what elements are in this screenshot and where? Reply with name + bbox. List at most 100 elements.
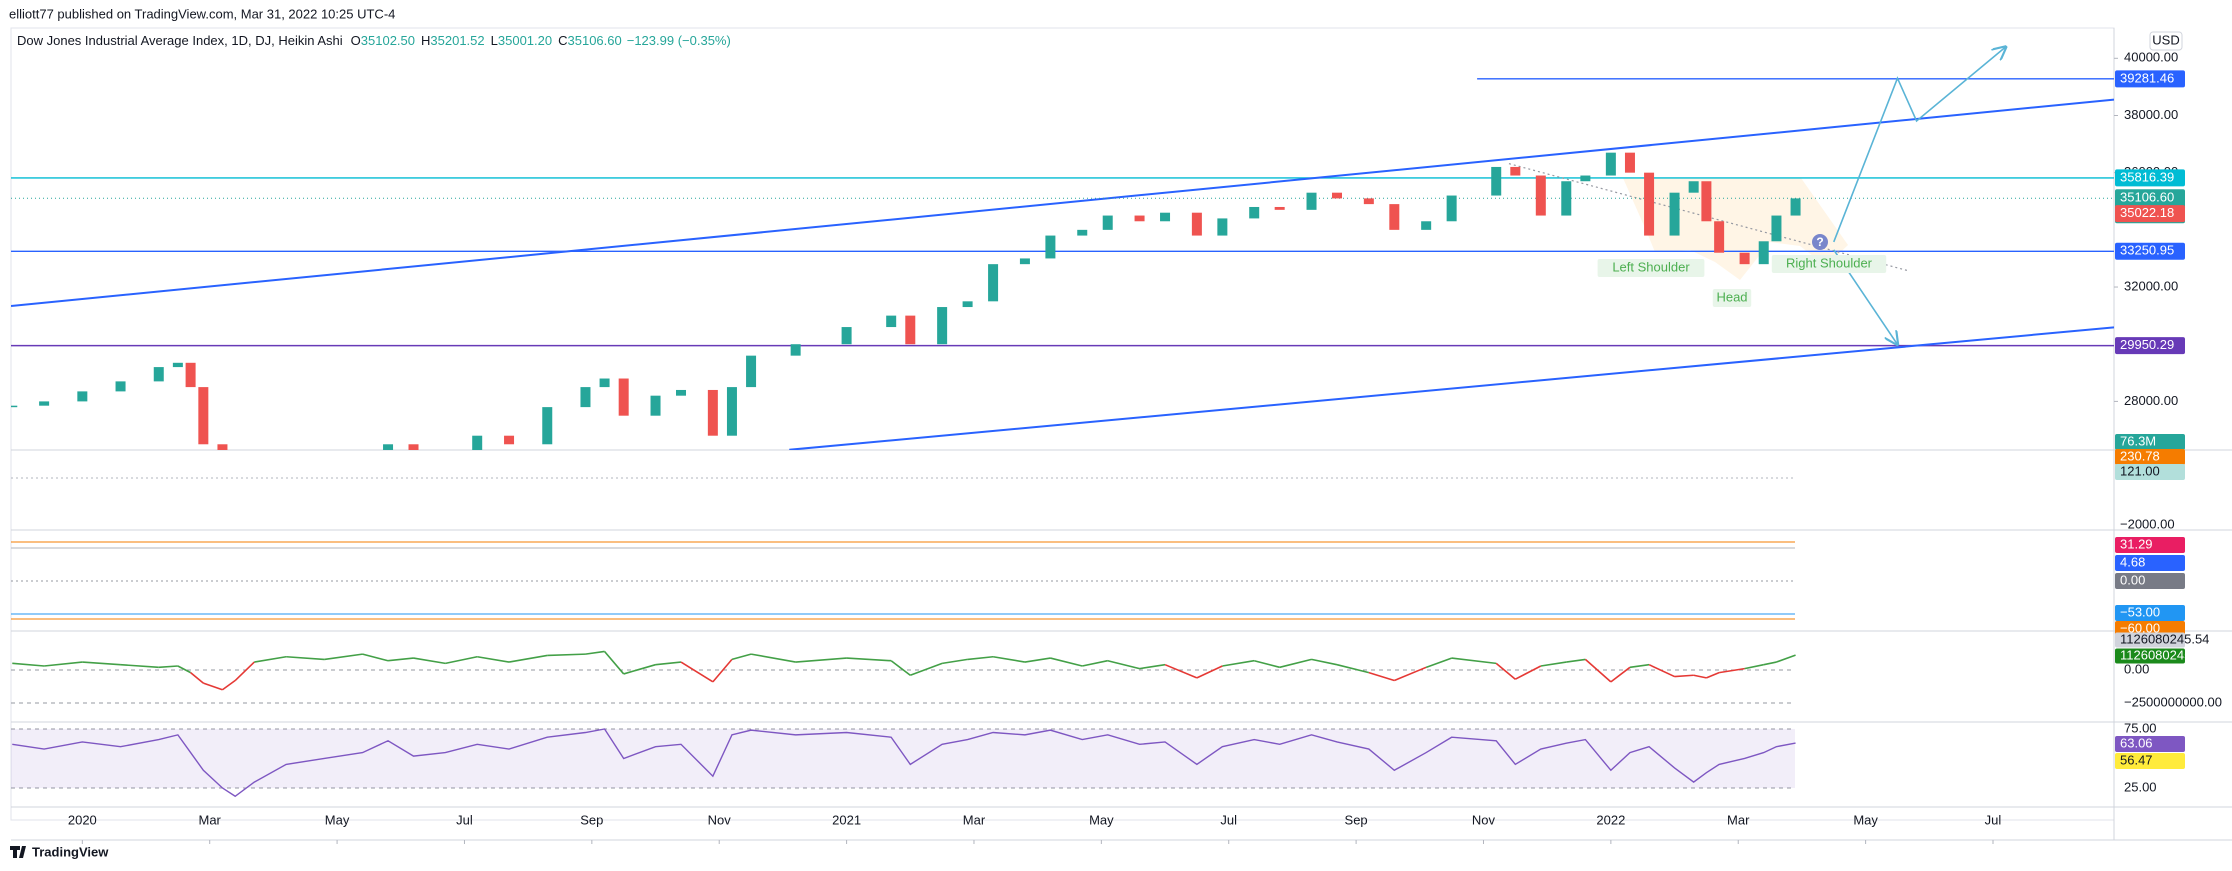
oscillator-segment (731, 653, 752, 661)
oscillator-segment (1254, 659, 1280, 669)
candle (1421, 221, 1432, 230)
oscillator-segment (445, 655, 478, 665)
oscillator-segment (1050, 657, 1083, 667)
price-badge-label: 63.06 (2120, 735, 2153, 750)
oscillator-segment (1425, 657, 1452, 669)
oscillator-segment (1139, 663, 1166, 670)
candle (11, 405, 18, 408)
axis-label: −2000.00 (2120, 516, 2175, 531)
candle (1077, 229, 1088, 236)
price-badge (2115, 632, 2185, 648)
oscillator-segment (508, 654, 548, 663)
candle (1191, 212, 1202, 236)
price-badge (2115, 605, 2185, 621)
rsi-line (12, 728, 1796, 798)
candle (115, 381, 126, 392)
candle (1019, 258, 1030, 265)
oscillator-segment (712, 658, 733, 683)
price-badge-label: 35022.18 (2120, 205, 2174, 220)
candle (1669, 192, 1680, 236)
price-badge-label: 4.68 (2120, 554, 2145, 569)
price-badge-label: −60.00 (2120, 620, 2160, 635)
oscillator-segment (1082, 659, 1108, 667)
candle (886, 315, 897, 328)
x-tick-label: Mar (1727, 812, 1750, 827)
candle (1160, 212, 1171, 222)
price-badge-label: 29950.29 (2120, 337, 2174, 352)
oscillator-segment (413, 657, 446, 665)
oscillator-segment (324, 653, 363, 661)
price-badge-label: 121.00 (2120, 463, 2160, 478)
candle (905, 315, 916, 345)
oscillator-segment (1648, 663, 1675, 678)
question-mark: ? (1816, 235, 1823, 249)
candle (1701, 181, 1712, 222)
oscillator-segment (846, 657, 892, 662)
oscillator-segment (203, 682, 223, 691)
oscillator-segment (1222, 659, 1255, 667)
y-tick-label: 38000.00 (2124, 107, 2178, 122)
symbol-legend: Dow Jones Industrial Average Index, 1D, … (17, 33, 731, 48)
oscillator-segment (547, 653, 586, 657)
oscillator-segment (1311, 658, 1338, 666)
candle (650, 395, 661, 416)
oscillator-segment (286, 655, 325, 661)
oscillator-segment (1495, 662, 1516, 680)
oscillator-segment (942, 658, 968, 665)
oscillator-segment (1629, 663, 1650, 669)
question-icon (1812, 234, 1828, 250)
price-badge-label: 35816.39 (2120, 169, 2174, 184)
price-badge (2115, 205, 2185, 223)
oscillator-segment (890, 660, 911, 676)
candle (1510, 166, 1521, 176)
x-tick-label: May (1089, 812, 1114, 827)
oscillator-segment (477, 655, 510, 663)
candle (1561, 181, 1572, 216)
oscillator-segment (1279, 658, 1312, 669)
price-badge (2115, 242, 2185, 260)
candle (1217, 218, 1228, 236)
price-pane (11, 78, 2114, 450)
annotation-box (1771, 255, 1887, 273)
y-tick-label: 25.00 (2124, 779, 2157, 794)
candle (1624, 152, 1635, 173)
candle (1580, 175, 1591, 182)
price-badge-label: 1126080245.54 (2120, 631, 2209, 646)
candle (153, 367, 164, 382)
price-badge (2115, 555, 2185, 571)
candle (1739, 252, 1750, 265)
candle (599, 378, 610, 388)
y-tick-label: 32000.00 (2124, 278, 2178, 293)
oscillator-segment (1693, 674, 1707, 679)
oscillator-segment (750, 653, 796, 663)
oscillator-segment (234, 661, 255, 682)
oscillator-segment (585, 650, 605, 655)
price-badge-label: 31.29 (2120, 536, 2153, 551)
price-badge (2115, 169, 2185, 187)
annotation-box (1712, 289, 1752, 307)
x-tick-label: Sep (1345, 812, 1368, 827)
ohlc-key: O (351, 33, 361, 48)
annotation: Left Shoulder (1612, 259, 1690, 274)
candle (1389, 204, 1400, 230)
oscillator-segment (1763, 661, 1777, 666)
oscillator-segment (387, 657, 414, 662)
candle (1274, 206, 1285, 210)
candle (217, 444, 228, 450)
annotation: Right Shoulder (1786, 255, 1873, 270)
x-tick-label: Jul (456, 812, 473, 827)
oscillator-segment (967, 655, 994, 661)
oscillator-segment (254, 655, 287, 663)
candle (726, 387, 737, 436)
trend-line (11, 98, 2114, 307)
oscillator-segment (1706, 671, 1720, 679)
oscillator-segment (177, 665, 191, 674)
oscillator-segment (1196, 665, 1223, 679)
oscillator-segment (44, 661, 83, 667)
symbol-name: Dow Jones Industrial Average Index, 1D, … (17, 33, 343, 48)
candle (1644, 172, 1655, 236)
oscillator-segment (12, 662, 45, 667)
oscillator-segment (992, 655, 1026, 663)
